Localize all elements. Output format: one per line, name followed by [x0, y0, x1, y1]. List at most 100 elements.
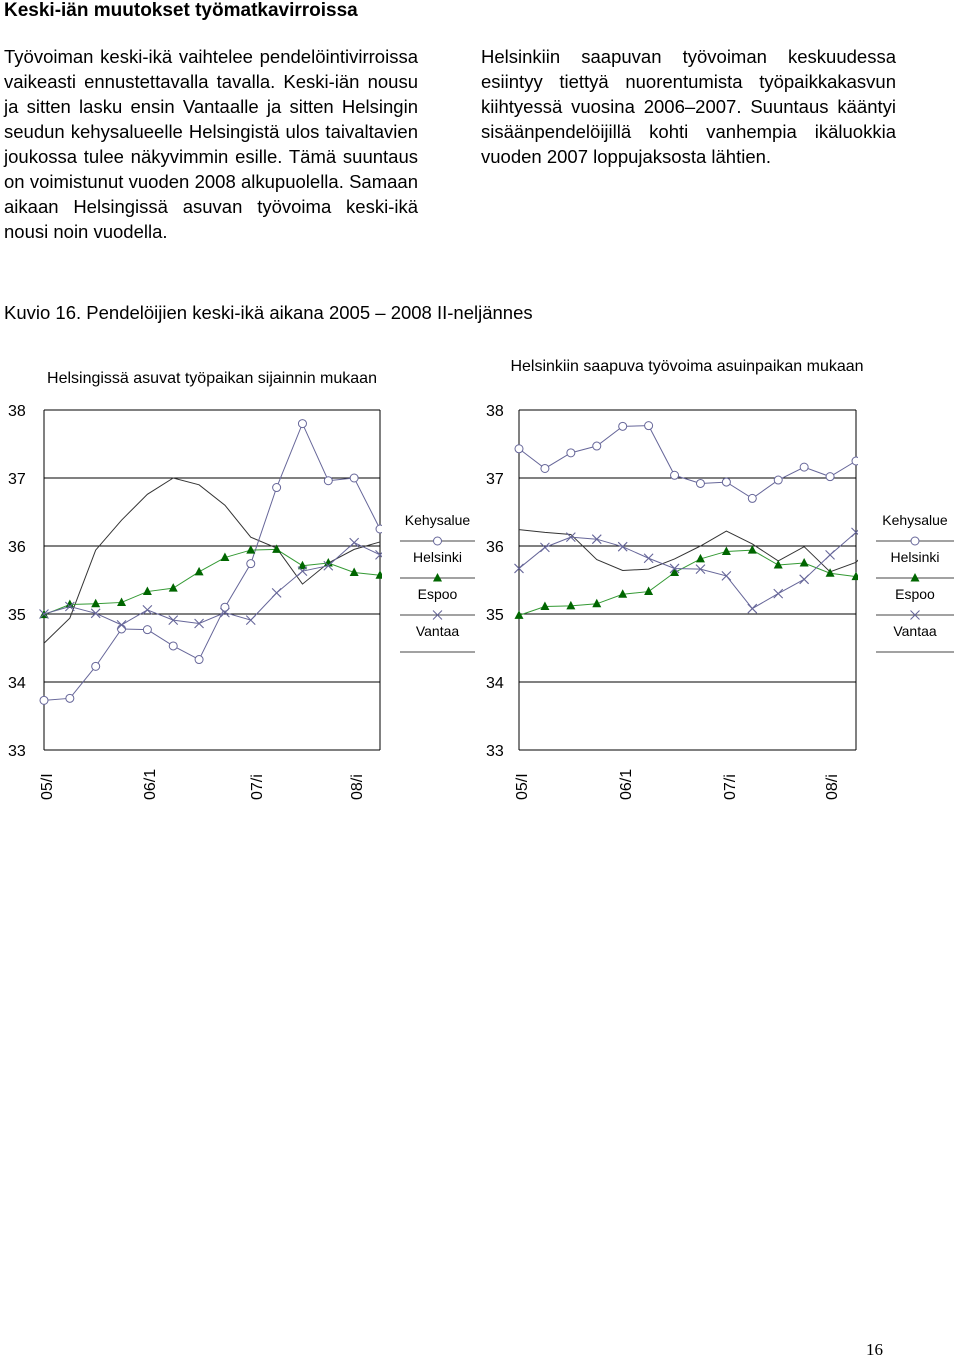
vantaa-point — [540, 542, 550, 553]
espoo-point — [540, 601, 550, 611]
helsinki-point — [825, 472, 835, 482]
espoo-point — [220, 552, 230, 562]
espoo-point — [272, 544, 282, 553]
espoo-point — [773, 560, 783, 569]
y-tick-label: 36 — [8, 539, 26, 556]
figure-charts: Helsingissä asuvat työpaikan sijainnin m… — [8, 358, 958, 800]
x-tick-label: 05/I — [39, 773, 56, 800]
espoo-point — [618, 589, 628, 598]
y-tick-label: 35 — [8, 607, 26, 624]
espoo-point — [297, 560, 307, 570]
chart-panel-1: Helsingissä asuvat työpaikan sijainnin m… — [8, 370, 479, 800]
body-paragraph-right: Helsinkiin saapuvan työvoiman keskuudess… — [481, 46, 896, 167]
vantaa-point — [39, 609, 49, 619]
helsinki-point — [194, 655, 204, 665]
legend-marker — [910, 536, 920, 546]
helsinki-point — [592, 441, 602, 451]
helsinki-point — [566, 448, 576, 458]
helsinki-point — [168, 641, 178, 651]
espoo-point — [644, 586, 654, 596]
espoo-point — [65, 599, 75, 608]
helsinki-point — [272, 483, 282, 493]
page-number: 16 — [866, 1340, 883, 1359]
legend-label: Vantaa — [416, 623, 460, 639]
vantaa-point — [617, 541, 628, 552]
espoo-series-line — [43, 548, 381, 616]
vantaa-point — [747, 603, 758, 614]
legend-label: Espoo — [895, 586, 935, 602]
vantaa-point — [695, 564, 706, 575]
vantaa-point — [514, 563, 524, 574]
kehysalue-series-line — [518, 529, 858, 573]
y-tick-label: 36 — [486, 539, 504, 556]
vantaa-point — [773, 588, 784, 599]
section-heading: Keski-iän muutokset työmatkavirroissa — [4, 0, 358, 21]
espoo-point — [349, 567, 359, 577]
vantaa-point — [591, 534, 602, 545]
helsinki-point — [721, 477, 731, 487]
helsinki-point — [851, 456, 858, 466]
helsinki-point — [799, 462, 809, 472]
y-tick-label: 33 — [486, 743, 504, 760]
x-tick-label: 07/i — [722, 774, 739, 800]
chart-legend: Kehysalue Helsinki Espoo Vantaa — [396, 496, 479, 661]
helsinki-point — [117, 624, 127, 634]
espoo-series-line — [518, 549, 857, 616]
helsinki-series-line — [518, 425, 857, 500]
vantaa-point — [245, 615, 256, 626]
legend-marker — [433, 573, 442, 582]
y-tick-label: 34 — [8, 675, 26, 692]
vantaa-point — [669, 563, 680, 574]
plot-area — [514, 421, 858, 619]
legend-label: Vantaa — [893, 623, 937, 639]
y-tick-label: 37 — [8, 471, 26, 488]
vantaa-point — [90, 608, 101, 619]
helsinki-point — [142, 625, 152, 635]
legend-label: Helsinki — [413, 549, 462, 565]
espoo-point — [592, 598, 602, 608]
x-tick-label: 05/I — [514, 773, 531, 800]
espoo-point — [514, 610, 524, 619]
helsinki-point — [375, 524, 382, 534]
espoo-point — [695, 553, 705, 563]
legend-label: Kehysalue — [405, 512, 471, 528]
y-tick-label: 38 — [8, 403, 26, 420]
helsinki-point — [246, 559, 256, 569]
vantaa-point — [297, 566, 308, 577]
espoo-point — [851, 571, 858, 581]
chart-legend: Kehysalue Helsinki Espoo Vantaa — [872, 496, 958, 661]
figure-caption: Kuvio 16. Pendelöijien keski-ikä aikana … — [4, 302, 533, 323]
espoo-point — [375, 570, 382, 579]
espoo-point — [747, 545, 757, 554]
helsinki-point — [323, 476, 333, 486]
vantaa-point — [375, 549, 382, 560]
vantaa-point — [168, 615, 179, 626]
helsinki-point — [297, 419, 307, 429]
espoo-point — [194, 566, 204, 576]
helsinki-point — [670, 470, 680, 480]
body-paragraph-left: Työvoiman keski-ikä vaihtelee pendelöint… — [4, 46, 418, 242]
y-tick-label: 33 — [8, 743, 26, 760]
vantaa-series-line — [518, 532, 857, 610]
helsinki-point — [65, 693, 75, 703]
helsinki-point — [349, 473, 359, 483]
vantaa-point — [220, 607, 230, 618]
x-tick-label: 08/i — [349, 774, 366, 800]
helsinki-point — [91, 661, 101, 671]
x-tick-label: 06/1 — [142, 769, 159, 800]
vantaa-point — [799, 574, 810, 585]
vantaa-point — [194, 618, 204, 629]
vantaa-point — [721, 571, 732, 581]
espoo-point — [246, 545, 256, 554]
espoo-point — [825, 568, 835, 577]
chart-title: Helsinkiin saapuva työvoima asuinpaikan … — [510, 358, 863, 375]
plot-area — [39, 419, 382, 705]
y-tick-label: 37 — [486, 471, 504, 488]
chart-title: Helsingissä asuvat työpaikan sijainnin m… — [47, 370, 377, 387]
helsinki-point — [644, 421, 654, 431]
legend-label: Kehysalue — [882, 512, 948, 528]
espoo-point — [142, 586, 152, 596]
espoo-point — [670, 567, 680, 577]
chart-panel-2: Helsinkiin saapuva työvoima asuinpaikan … — [486, 358, 958, 800]
y-tick-label: 34 — [486, 675, 504, 692]
